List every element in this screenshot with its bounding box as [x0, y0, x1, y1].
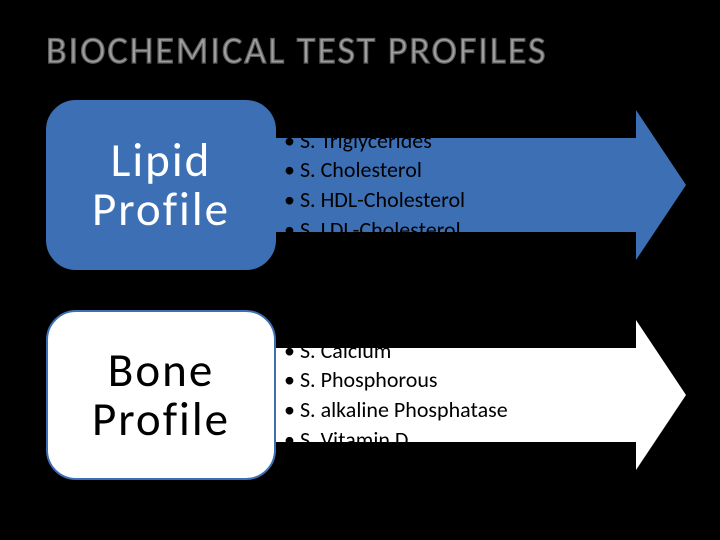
page-title: BIOCHEMICAL TEST PROFILES: [46, 28, 674, 74]
list-item: S. Cholesterol: [284, 155, 465, 185]
arrow-head-icon: [636, 320, 686, 470]
list-item: S. Calcium: [284, 336, 508, 366]
list-item: S. Phosphorous: [284, 365, 508, 395]
arrow-head-icon: [636, 110, 686, 260]
arrow-lipid: S. Triglycerides S. Cholesterol S. HDL-C…: [276, 100, 674, 270]
list-item: S. alkaline Phosphatase: [284, 395, 508, 425]
profile-row: Lipid Profile S. Triglycerides S. Choles…: [46, 100, 674, 270]
arrow-bone: S. Calcium S. Phosphorous S. alkaline Ph…: [276, 310, 674, 480]
list-item: S. Vitamin D: [284, 425, 508, 455]
pill-label-line2: Profile: [92, 395, 230, 444]
pill-label-line1: Lipid: [111, 136, 212, 185]
list-item: S. HDL-Cholesterol: [284, 185, 465, 215]
item-list-lipid: S. Triglycerides S. Cholesterol S. HDL-C…: [284, 126, 465, 245]
profile-row: Bone Profile S. Calcium S. Phosphorous S…: [46, 310, 674, 480]
list-item: S. Triglycerides: [284, 126, 465, 156]
pill-label-line1: Bone: [108, 346, 214, 395]
pill-label-line2: Profile: [92, 185, 230, 234]
profile-pill-lipid: Lipid Profile: [46, 100, 276, 270]
profile-pill-bone: Bone Profile: [46, 310, 276, 480]
list-item: S. LDL-Cholesterol: [284, 215, 465, 245]
item-list-bone: S. Calcium S. Phosphorous S. alkaline Ph…: [284, 336, 508, 455]
